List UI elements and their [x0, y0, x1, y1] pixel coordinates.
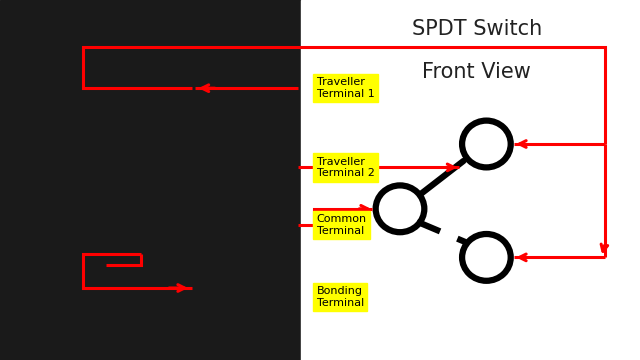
Text: Common
Terminal: Common Terminal	[317, 214, 367, 236]
Text: Traveller
Terminal 2: Traveller Terminal 2	[317, 157, 374, 178]
Bar	[0, 0, 301, 360]
Bar	[301, 0, 640, 360]
Text: SPDT Switch: SPDT Switch	[412, 19, 542, 39]
Text: Front View: Front View	[422, 62, 531, 82]
Text: Bonding
Terminal: Bonding Terminal	[317, 286, 364, 308]
Text: Traveller
Terminal 1: Traveller Terminal 1	[317, 77, 374, 99]
